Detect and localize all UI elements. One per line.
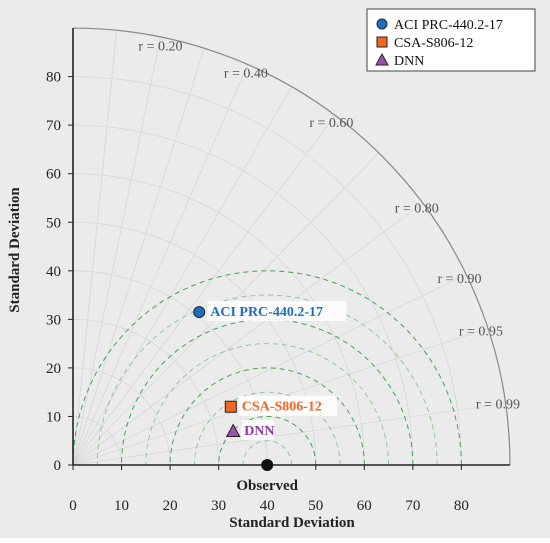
mark-layer: Observed ACI PRC-440.2-17 CSA-S806-12 DNN [193,301,347,494]
x-tick-label: 80 [454,498,469,514]
legend: ACI PRC-440.2-17 CSA-S806-12 DNN [366,8,536,72]
correlation-label: r = 0.90 [437,272,481,287]
outer-arc [72,27,511,466]
rms-contour-minor [193,391,341,465]
correlation-ray [72,30,118,466]
std-arc [72,124,414,466]
legend-entry: ACI PRC-440.2-17 [394,18,503,33]
correlation-ray [72,115,336,466]
x-axis-title: Standard Deviation [229,515,355,531]
correlation-label: r = 0.20 [138,39,182,54]
legend-entry: CSA-S806-12 [394,36,473,51]
axis-layer: 0 10 20 30 40 50 60 70 80 0 10 20 30 40 50 60 70 80 r = 0.… [46,27,520,514]
y-tick-label: 20 [46,361,61,377]
y-tick-label: 50 [46,215,61,231]
x-tick-label: 20 [163,498,178,514]
observed-label: Observed [236,478,298,494]
legend-marker-triangle [375,52,389,66]
correlation-ray [72,48,205,466]
data-label-bg [207,301,347,322]
std-arc [72,367,171,466]
rms-contour [72,270,462,466]
correlation-ray [72,402,506,466]
rms-contour-minor [145,343,390,466]
x-tick-label: 50 [308,498,323,514]
x-tick-label: 0 [69,498,77,514]
y-tick-label: 0 [54,458,62,474]
data-point-label: CSA-S806-12 [242,400,322,415]
correlation-ray [72,274,467,466]
data-label-bg [241,420,274,441]
data-point-square [224,400,237,413]
data-point-label: ACI PRC-440.2-17 [210,305,323,320]
correlation-label: r = 0.80 [395,202,439,217]
x-tick-label: 60 [357,498,372,514]
legend-items: ACI PRC-440.2-17 CSA-S806-12 DNN [375,18,503,69]
y-tick-label: 30 [46,312,61,328]
rms-contour-minor [242,440,292,465]
data-label-bg [238,395,337,416]
std-arc [72,76,462,466]
data-point-circle [193,306,206,319]
correlation-label: r = 0.99 [476,398,520,413]
std-arc [72,416,122,466]
legend-marker-circle [376,18,388,30]
y-axis-title: Standard Deviation [7,187,23,313]
legend-entry: DNN [394,54,424,69]
correlation-label: r = 0.60 [309,116,353,131]
rms-contour-minor [96,294,438,465]
y-tick-label: 80 [46,70,61,86]
data-point-triangle [225,423,241,438]
y-tick-label: 10 [46,409,61,425]
std-arc [72,318,220,466]
x-tick-label: 70 [405,498,420,514]
x-tick-label: 30 [211,498,226,514]
x-tick-label: 10 [114,498,129,514]
std-arc [72,173,365,466]
data-point-label: DNN [244,424,274,439]
y-tick-label: 60 [46,167,61,183]
y-tick-label: 40 [46,264,61,280]
correlation-ray [72,64,249,466]
observed-point [261,459,274,471]
legend-box [366,8,536,72]
correlation-ray [72,36,161,466]
rms-contour [218,415,317,466]
legend-marker-square [376,36,388,48]
rms-contour [169,367,365,465]
x-tick-label: 40 [260,498,275,514]
correlation-label: r = 0.40 [224,66,268,81]
correlation-label: r = 0.95 [459,325,503,340]
y-tick-label: 70 [46,118,61,134]
correlation-ray [72,202,423,466]
